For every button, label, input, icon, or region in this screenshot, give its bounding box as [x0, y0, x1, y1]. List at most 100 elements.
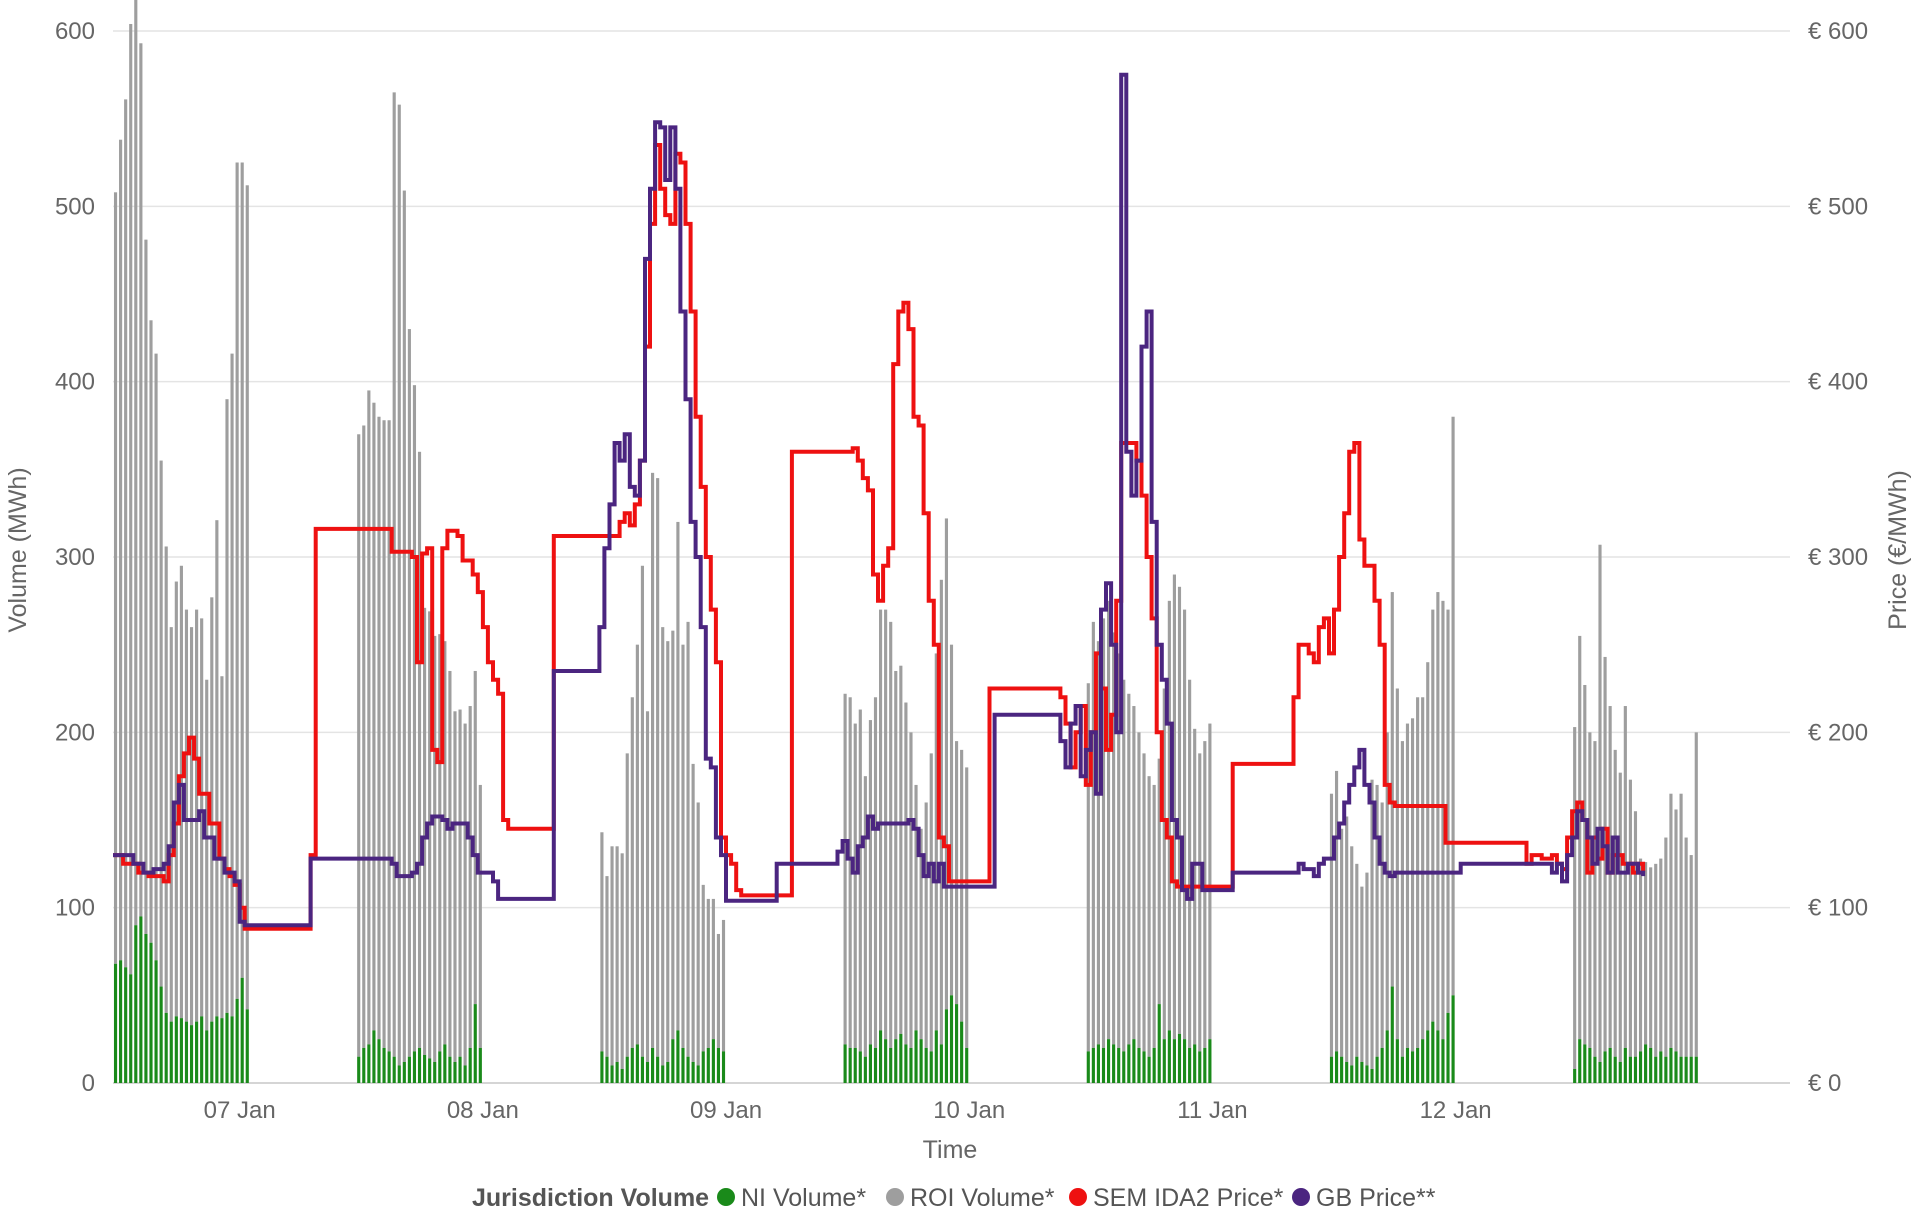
roi-volume-bar — [1137, 732, 1141, 1048]
ni-volume-bar — [1167, 1030, 1171, 1083]
ni-volume-bar — [965, 1047, 969, 1083]
left-tick-label: 600 — [55, 18, 95, 45]
roi-volume-bar — [1446, 609, 1450, 1013]
roi-volume-bar — [1689, 855, 1693, 1057]
ni-volume-bar — [909, 1047, 913, 1083]
ni-volume-bar — [1684, 1056, 1688, 1083]
roi-volume-bar — [169, 627, 173, 1022]
roi-volume-bar — [184, 609, 189, 1022]
ni-volume-bar — [473, 1004, 477, 1083]
left-tick-label: 300 — [55, 544, 95, 571]
right-axis-title: Price (€/MWh) — [1884, 470, 1912, 630]
x-tick-label: 12 Jan — [1420, 1097, 1492, 1124]
roi-volume-bar — [443, 641, 447, 1045]
ni-volume-bar — [1142, 1051, 1146, 1083]
ni-volume-bar — [676, 1030, 680, 1083]
roi-volume-bar — [1152, 784, 1156, 1048]
ni-volume-bar — [129, 974, 133, 1083]
ni-volume-bar — [174, 1016, 178, 1083]
roi-volume-bar — [392, 92, 396, 1057]
legend-marker-gb — [1292, 1188, 1310, 1206]
ni-volume-bar — [610, 1065, 614, 1083]
ni-volume-bar — [1659, 1051, 1663, 1083]
ni-volume-bar — [225, 1012, 229, 1083]
right-tick-label: € 100 — [1808, 895, 1868, 922]
roi-volume-bar — [1142, 753, 1146, 1052]
roi-volume-bar — [1350, 846, 1354, 1066]
x-tick-label: 07 Jan — [204, 1097, 276, 1124]
roi-volume-bar — [1684, 837, 1688, 1057]
ni-volume-bar — [1578, 1039, 1582, 1083]
roi-volume-bar — [924, 802, 928, 1048]
roi-volume-bar — [215, 520, 219, 1017]
roi-volume-bar — [129, 23, 133, 975]
roi-volume-bar — [1208, 723, 1212, 1040]
roi-volume-bar — [433, 635, 437, 1062]
ni-volume-bar — [1583, 1044, 1587, 1083]
ni-volume-bar — [620, 1068, 624, 1083]
roi-volume-bar — [630, 697, 634, 1048]
ni-volume-bar — [1598, 1061, 1602, 1083]
volume-bars — [113, 0, 1698, 1083]
x-tick-label: 08 Jan — [447, 1097, 519, 1124]
ni-volume-bar — [1086, 1051, 1090, 1083]
roi-volume-bar — [696, 802, 700, 1066]
roi-volume-bar — [382, 420, 386, 1048]
roi-volume-bar — [1198, 753, 1202, 1052]
ni-volume-bar — [954, 1004, 959, 1083]
roi-volume-bar — [367, 390, 371, 1045]
ni-volume-bar — [635, 1044, 639, 1083]
roi-volume-bar — [1573, 727, 1577, 1069]
ni-volume-bar — [1117, 1047, 1121, 1083]
roi-volume-bar — [1162, 688, 1166, 1040]
roi-volume-bar — [387, 420, 391, 1052]
roi-volume-bar — [144, 239, 148, 934]
ni-volume-bar — [1203, 1047, 1207, 1083]
ni-volume-bar — [1375, 1056, 1379, 1083]
roi-volume-bar — [1147, 776, 1151, 1057]
ni-volume-bar — [1633, 1056, 1638, 1083]
ni-volume-bar — [944, 1009, 949, 1083]
ni-volume-bar — [1649, 1047, 1653, 1083]
ni-volume-bar — [468, 1047, 472, 1083]
roi-volume-bar — [1122, 679, 1126, 1052]
ni-volume-bar — [154, 960, 158, 1083]
ni-volume-bar — [245, 1009, 249, 1083]
roi-volume-bar — [944, 518, 949, 1010]
roi-volume-bar — [448, 670, 452, 1057]
ni-volume-bar — [149, 942, 153, 1083]
ni-volume-bar — [1188, 1047, 1192, 1083]
ni-volume-bar — [1091, 1047, 1095, 1083]
legend-label-roi: ROI Volume* — [910, 1184, 1055, 1210]
ni-volume-bar — [605, 1056, 609, 1083]
roi-volume-bar — [954, 741, 959, 1005]
roi-volume-bar — [235, 162, 239, 999]
roi-volume-bar — [149, 320, 153, 943]
ni-volume-bar — [164, 1012, 168, 1083]
roi-volume-bar — [230, 353, 234, 1017]
roi-volume-bar — [205, 679, 209, 1031]
ni-volume-bar — [1345, 1061, 1349, 1083]
roi-volume-bar — [473, 670, 477, 1005]
ni-volume-bar — [1446, 1012, 1450, 1083]
roi-volume-bar — [423, 607, 427, 1055]
roi-volume-bar — [1385, 732, 1389, 1031]
roi-volume-bar — [1345, 816, 1349, 1062]
ni-volume-bar — [691, 1061, 695, 1083]
ni-volume-bar — [1436, 1030, 1440, 1083]
ni-volume-bar — [210, 1021, 214, 1083]
left-tick-label: 100 — [55, 895, 95, 922]
roi-volume-bar — [843, 693, 847, 1045]
roi-volume-bar — [1694, 732, 1698, 1057]
roi-volume-bar — [711, 898, 715, 1040]
roi-volume-bar — [853, 723, 857, 1048]
roi-volume-bar — [721, 919, 726, 1052]
roi-volume-bar — [1101, 618, 1106, 1048]
ni-volume-bar — [1416, 1047, 1420, 1083]
ni-volume-bar — [1410, 1051, 1415, 1083]
ni-volume-bar — [1679, 1056, 1683, 1083]
ni-volume-bar — [1385, 1030, 1389, 1083]
roi-volume-bar — [1578, 635, 1582, 1040]
legend-marker-roi — [886, 1188, 904, 1206]
x-tick-label: 11 Jan — [1177, 1097, 1247, 1124]
